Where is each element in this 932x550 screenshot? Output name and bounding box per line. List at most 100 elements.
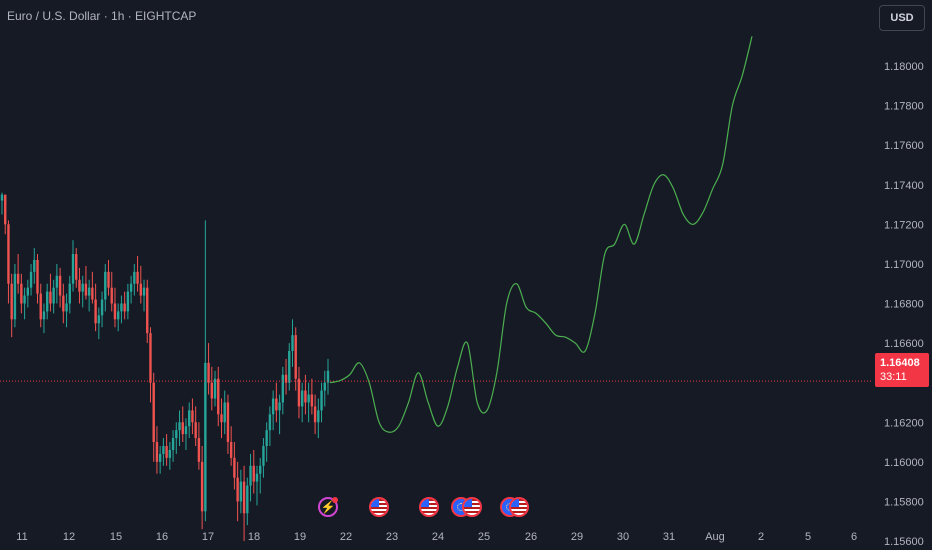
time-tick-label: 16 — [156, 531, 168, 543]
candle-body — [178, 422, 181, 431]
candle-body — [168, 449, 172, 458]
candle-body — [104, 271, 107, 300]
candle-body — [84, 283, 88, 296]
price-tick-label: 1.16600 — [884, 338, 924, 350]
candle-body — [291, 335, 294, 351]
us-flag-event-icon[interactable] — [509, 497, 529, 517]
candle-body — [152, 382, 155, 443]
lightning-event-icon[interactable]: ⚡ — [318, 497, 338, 517]
time-tick-label: 30 — [617, 531, 629, 543]
candle-body — [184, 426, 188, 435]
candle-body — [13, 273, 17, 320]
time-tick-label: 6 — [851, 531, 857, 543]
us-flag-event-icon[interactable] — [462, 497, 482, 517]
candle-body — [294, 335, 297, 379]
candle-body — [239, 481, 243, 502]
candle-body — [23, 295, 26, 304]
time-tick-label: 23 — [386, 531, 398, 543]
candle-body — [326, 370, 330, 383]
candle-body — [20, 283, 23, 304]
candle-body — [126, 291, 130, 312]
forecast-line — [329, 36, 753, 433]
candle-body — [155, 442, 159, 462]
candle-body — [136, 271, 139, 284]
candle-body — [165, 446, 168, 458]
candle-body — [52, 287, 55, 304]
candle-body — [100, 299, 104, 316]
candle-body — [317, 410, 320, 423]
price-tick-label: 1.17800 — [884, 101, 924, 113]
candle-body — [255, 473, 259, 482]
currency-button[interactable]: USD — [879, 5, 925, 31]
candle-body — [320, 390, 323, 411]
candle-body — [204, 362, 207, 512]
candle-body — [236, 477, 239, 502]
price-tick-label: 1.17000 — [884, 259, 924, 271]
candle-body — [252, 465, 255, 482]
time-tick-label: 2 — [758, 531, 764, 543]
candle-body — [310, 394, 314, 407]
candle-body — [284, 374, 288, 383]
price-tick-label: 1.16800 — [884, 299, 924, 311]
candle-body — [278, 402, 281, 411]
candle-body — [220, 414, 223, 423]
candle-body — [313, 406, 317, 423]
candle-body — [39, 293, 42, 320]
candle-body — [233, 457, 236, 478]
candle-body — [33, 259, 36, 272]
us-flag-event-icon[interactable] — [419, 497, 439, 517]
time-tick-label: 19 — [294, 531, 306, 543]
candle-body — [226, 402, 230, 443]
candle-body — [191, 410, 194, 423]
candle-body — [217, 378, 220, 415]
price-tick-label: 1.18000 — [884, 61, 924, 73]
candle-body — [142, 287, 146, 296]
candle-series — [0, 192, 330, 541]
time-tick-label: 17 — [202, 531, 214, 543]
candle-body — [323, 382, 326, 391]
time-tick-label: Aug — [705, 531, 725, 543]
candle-body — [87, 287, 91, 296]
candle-body — [113, 303, 117, 320]
candle-body — [188, 410, 191, 427]
time-tick-label: 22 — [340, 531, 352, 543]
price-tick-label: 1.15600 — [884, 536, 924, 548]
time-tick-label: 29 — [571, 531, 583, 543]
price-tick-label: 1.17200 — [884, 219, 924, 231]
candle-body — [268, 414, 272, 431]
candle-body — [91, 287, 94, 300]
price-axis: 1.18000 1.17800 1.17600 1.17400 1.17200 1.170… — [884, 61, 924, 548]
candle-body — [123, 303, 126, 312]
candle-body — [194, 422, 197, 439]
candle-body — [120, 303, 123, 312]
time-tick-label: 18 — [248, 531, 260, 543]
price-tick-label: 1.17600 — [884, 140, 924, 152]
candle-body — [146, 287, 149, 334]
candle-body — [275, 398, 278, 411]
candle-body — [75, 254, 78, 280]
candle-body — [307, 394, 310, 403]
candle-body — [175, 430, 178, 439]
price-tick-label: 1.15800 — [884, 496, 924, 508]
candle-body — [116, 311, 120, 320]
current-price-value: 1.16408 — [880, 357, 920, 369]
candle-body — [107, 271, 110, 288]
candle-body — [223, 402, 226, 423]
candle-body — [81, 283, 84, 292]
candle-body — [49, 291, 52, 304]
candle-body — [71, 254, 75, 284]
time-tick-label: 24 — [432, 531, 444, 543]
us-flag-event-icon[interactable] — [369, 497, 389, 517]
candle-body — [68, 283, 71, 304]
time-tick-label: 5 — [805, 531, 811, 543]
candle-body — [242, 481, 246, 514]
candle-body — [304, 390, 307, 403]
candle-body — [133, 271, 136, 284]
candle-body — [55, 275, 59, 288]
candle-body — [4, 194, 7, 225]
candle-body — [149, 333, 152, 383]
candle-body — [249, 465, 252, 486]
candle-body — [139, 283, 142, 296]
candle-body — [246, 485, 249, 514]
